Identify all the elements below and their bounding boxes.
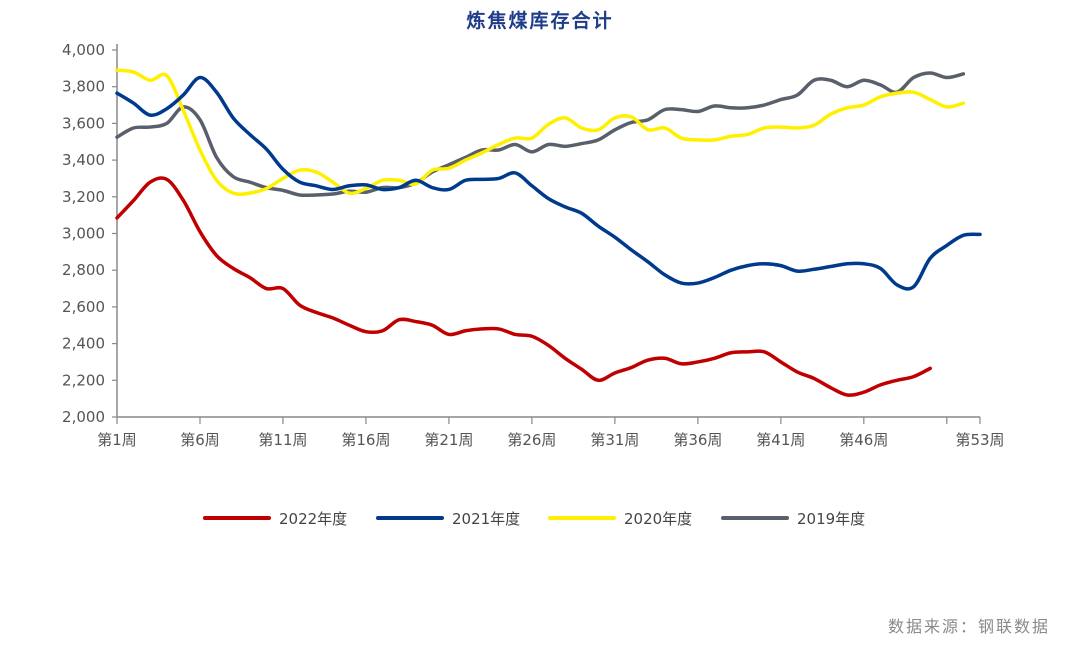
y-tick-label: 3,600 <box>62 114 105 132</box>
legend-label: 2021年度 <box>452 510 520 528</box>
y-tick-label: 2,400 <box>62 335 105 353</box>
x-tick-label: 第41周 <box>756 431 805 449</box>
y-tick-label: 2,000 <box>62 408 105 426</box>
y-tick-label: 3,800 <box>62 78 105 96</box>
y-tick-label: 2,600 <box>62 298 105 316</box>
x-tick-label: 第46周 <box>839 431 888 449</box>
x-tick-label: 第53周 <box>955 431 1004 449</box>
legend-item: 2019年度 <box>721 510 865 528</box>
y-tick-label: 3,400 <box>62 151 105 169</box>
legend-item: 2021年度 <box>376 510 520 528</box>
series-line-2022年度 <box>115 176 932 397</box>
legend-item: 2022年度 <box>203 510 347 528</box>
legend-label: 2019年度 <box>797 510 865 528</box>
series-line-2021年度 <box>115 75 982 291</box>
legend-item: 2020年度 <box>548 510 692 528</box>
legend-label: 2022年度 <box>279 510 347 528</box>
x-tick-label: 第6周 <box>180 431 220 449</box>
y-tick-label: 4,000 <box>62 41 105 59</box>
legend-label: 2020年度 <box>624 510 692 528</box>
x-tick-label: 第26周 <box>507 431 556 449</box>
x-tick-label: 第11周 <box>258 431 307 449</box>
series-line-2020年度 <box>115 68 966 197</box>
x-tick-label: 第16周 <box>341 431 390 449</box>
y-tick-label: 2,800 <box>62 261 105 279</box>
y-tick-label: 3,000 <box>62 225 105 243</box>
x-tick-label: 第1周 <box>97 431 137 449</box>
y-tick-label: 2,200 <box>62 371 105 389</box>
x-tick-label: 第21周 <box>424 431 473 449</box>
y-tick-label: 3,200 <box>62 188 105 206</box>
chart-title: 炼焦煤库存合计 <box>466 10 614 32</box>
series-line-2019年度 <box>115 71 966 198</box>
data-source-note: 数据来源：钢联数据 <box>887 617 1050 636</box>
x-tick-label: 第31周 <box>590 431 639 449</box>
x-tick-label: 第36周 <box>673 431 722 449</box>
